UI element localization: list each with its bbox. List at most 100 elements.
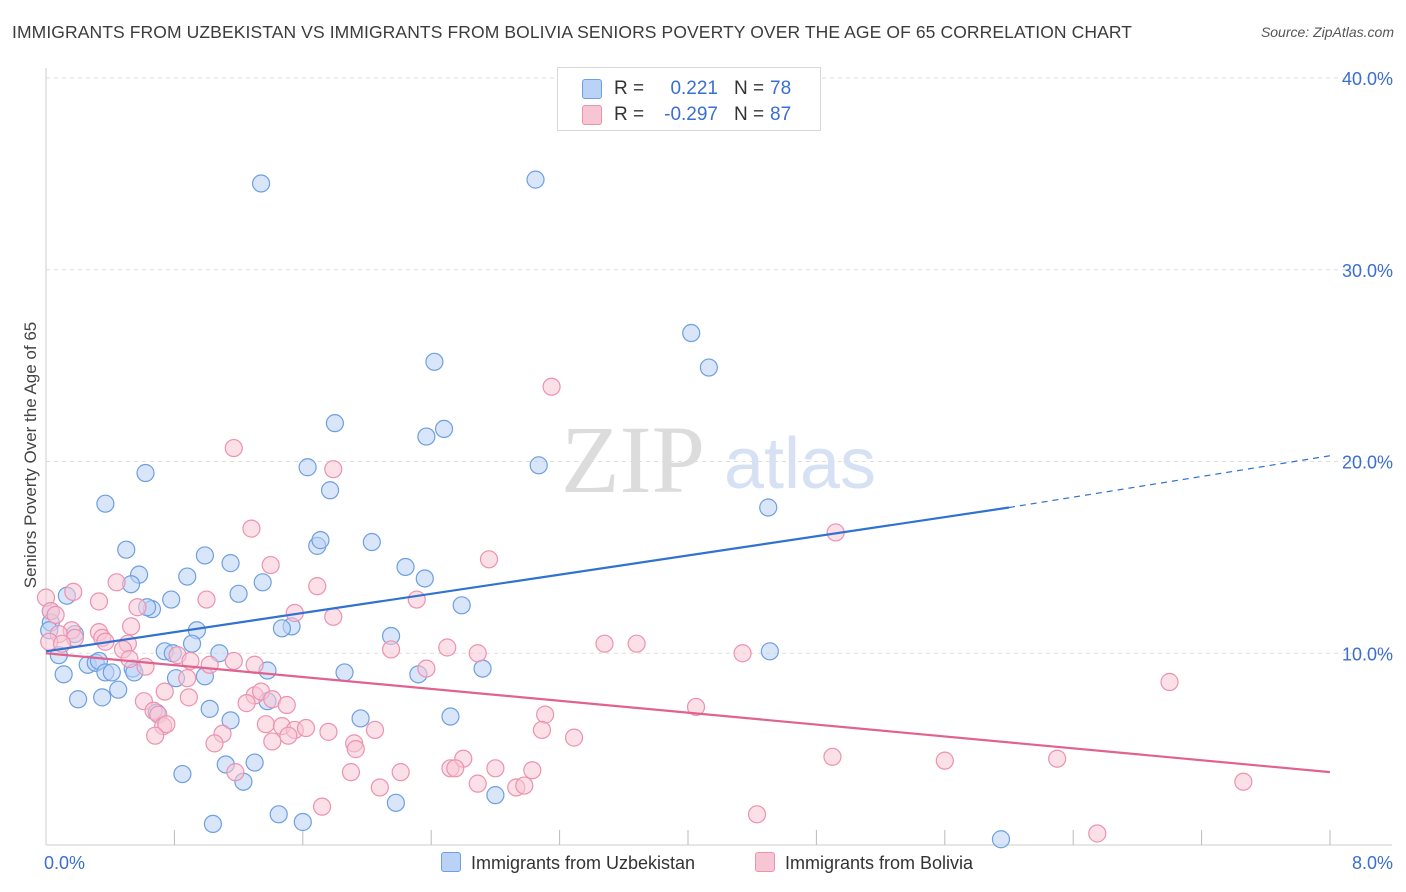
bolivia-point — [486, 759, 505, 778]
bolivia-point — [370, 778, 389, 797]
uzbekistan-point — [229, 584, 248, 603]
uzbekistan-point — [486, 786, 505, 805]
legend-swatch-bolivia — [582, 105, 602, 125]
uzbekistan-trendline-extension — [1008, 455, 1331, 509]
bolivia-trendline — [45, 652, 1331, 774]
bolivia-point — [564, 728, 584, 747]
uzbekistan-point — [434, 419, 454, 439]
uzbekistan-point — [136, 463, 155, 483]
bolivia-point — [346, 740, 365, 759]
bolivia-point — [1234, 772, 1253, 791]
bolivia-point — [417, 659, 436, 678]
legend-item-bolivia: Immigrants from Bolivia — [755, 852, 973, 876]
uzbekistan-point — [272, 619, 292, 638]
uzbekistan-point — [68, 690, 88, 709]
uzbekistan-point — [526, 170, 545, 189]
bolivia-point — [121, 617, 141, 636]
uzbekistan-point — [162, 590, 181, 609]
bolivia-point — [627, 634, 646, 653]
bolivia-point — [107, 573, 126, 592]
bolivia-point — [155, 682, 174, 701]
uzbekistan-point — [173, 764, 192, 784]
uzbekistan-point — [452, 596, 471, 615]
gridlines — [46, 77, 1392, 654]
bolivia-point — [128, 598, 147, 617]
uzbekistan-point — [293, 812, 312, 832]
y-tick-label: 40.0% — [1342, 69, 1393, 89]
bolivia-point — [205, 734, 224, 753]
uzbekistan-point — [396, 557, 415, 577]
bolivia-point — [542, 377, 561, 396]
uzbekistan-point — [473, 659, 492, 678]
correlation-legend: R = 0.221 N = 78 R = -0.297 N = 87 — [557, 67, 821, 131]
uzbekistan-point — [415, 569, 434, 588]
bolivia-point — [515, 776, 534, 795]
bolivia-point — [245, 655, 264, 674]
uzbekistan-point — [320, 481, 340, 500]
x-tick-label: 0.0% — [44, 853, 85, 873]
uzbekistan-point — [760, 642, 779, 661]
bolivia-point — [242, 519, 261, 538]
bolivia-point — [308, 577, 327, 596]
bolivia-point — [224, 651, 243, 671]
bolivia-point — [200, 655, 219, 674]
r-label: R = — [614, 104, 645, 125]
legend-swatch-uzbekistan — [582, 79, 602, 99]
points — [36, 170, 1253, 849]
uzbekistan-point — [311, 531, 330, 550]
uzbekistan-point — [102, 663, 121, 682]
bolivia-point — [1048, 749, 1067, 768]
legend-swatch-uzbekistan — [441, 852, 461, 872]
bolivia-point — [237, 694, 256, 713]
uzbekistan-point — [96, 494, 115, 513]
uzbekistan-point — [117, 540, 136, 559]
uzbekistan-point — [386, 793, 405, 812]
n-value: 78 — [770, 78, 792, 99]
bolivia-point — [747, 805, 767, 824]
bolivia-point — [523, 761, 542, 780]
uzbekistan-point — [54, 665, 73, 684]
bolivia-point — [46, 605, 65, 625]
r-label: R = — [614, 78, 645, 99]
watermark-zip: ZIP — [561, 406, 705, 513]
bolivia-point — [319, 722, 338, 741]
bolivia-point — [279, 726, 298, 745]
y-tick-label: 10.0% — [1342, 644, 1393, 664]
bolivia-point — [823, 747, 842, 766]
legend-label-uzbekistan: Immigrants from Uzbekistan — [471, 853, 696, 873]
y-axis-label: Seniors Poverty Over the Age of 65 — [21, 322, 40, 588]
watermark-atlas: atlas — [724, 424, 876, 504]
chart-title: IMMIGRANTS FROM UZBEKISTAN VS IMMIGRANTS… — [12, 22, 1133, 42]
n-value: 87 — [770, 104, 792, 125]
bolivia-point — [261, 555, 280, 575]
uzbekistan-point — [253, 573, 272, 592]
uzbekistan-point — [182, 634, 202, 653]
uzbekistan-point — [529, 456, 548, 475]
bolivia-point — [341, 763, 361, 782]
trendlines — [45, 455, 1331, 774]
uzbekistan-point — [362, 532, 381, 552]
bolivia-point — [324, 460, 343, 479]
bolivia-point — [89, 592, 109, 611]
bolivia-point — [263, 732, 282, 751]
uzbekistan-point — [200, 699, 219, 718]
y-tick-label: 20.0% — [1342, 453, 1393, 473]
uzbekistan-point — [699, 358, 718, 377]
bolivia-point — [256, 715, 275, 734]
bolivia-point — [1088, 824, 1107, 843]
legend-item-uzbekistan: Immigrants from Uzbekistan — [441, 852, 695, 876]
n-label: N = — [734, 78, 765, 99]
uzbekistan-point — [221, 711, 240, 730]
uzbekistan-point — [351, 709, 370, 728]
bolivia-point — [595, 634, 614, 653]
uzbekistan-point — [991, 830, 1011, 849]
bolivia-point — [935, 751, 954, 770]
bolivia-point — [446, 759, 465, 778]
bolivia-point — [536, 705, 555, 724]
bolivia-point — [146, 726, 165, 745]
legend-label-bolivia: Immigrants from Bolivia — [785, 853, 974, 873]
y-tick-label: 30.0% — [1342, 261, 1393, 281]
uzbekistan-point — [417, 427, 436, 446]
bolivia-point — [197, 590, 216, 609]
